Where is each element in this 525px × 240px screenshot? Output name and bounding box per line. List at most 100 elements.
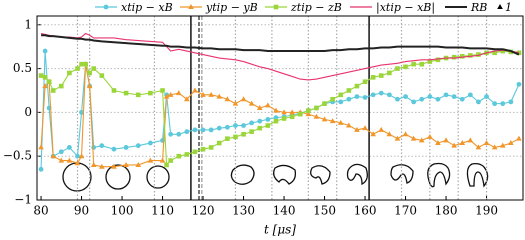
- point: [225, 136, 230, 141]
- point: [459, 54, 465, 59]
- point: [281, 116, 287, 121]
- point: [459, 140, 466, 146]
- point: [50, 88, 56, 93]
- point: [411, 99, 417, 105]
- point: [99, 73, 105, 78]
- x-tick-label: 120: [192, 204, 215, 218]
- point: [273, 107, 279, 113]
- point: [378, 73, 384, 78]
- point: [492, 50, 497, 56]
- point: [483, 140, 490, 146]
- point: [147, 157, 154, 163]
- point: [67, 145, 72, 150]
- legend-label: |xtip − xB|: [376, 1, 435, 15]
- point: [168, 131, 174, 137]
- point: [216, 140, 222, 146]
- point: [75, 66, 80, 71]
- point: [233, 123, 238, 128]
- point: [306, 108, 311, 113]
- point: [192, 87, 198, 93]
- point: [208, 145, 214, 150]
- point: [265, 123, 271, 128]
- point: [86, 83, 93, 89]
- point: [46, 79, 52, 85]
- point: [50, 153, 56, 159]
- point: [492, 101, 498, 107]
- point: [164, 162, 169, 168]
- point: [42, 83, 48, 89]
- point: [330, 96, 335, 102]
- point: [443, 137, 449, 143]
- point: [184, 96, 190, 102]
- x-tick-label: 110: [151, 204, 174, 218]
- legend-label: ztip − zB: [290, 1, 342, 14]
- point: [497, 4, 503, 9]
- point: [232, 100, 239, 106]
- point: [297, 111, 303, 117]
- point: [216, 93, 223, 99]
- point: [159, 157, 166, 163]
- point: [135, 161, 142, 167]
- point: [508, 140, 514, 146]
- point: [289, 114, 295, 120]
- point: [75, 153, 80, 159]
- point: [386, 92, 392, 98]
- point: [256, 105, 263, 110]
- x-tick-label: 180: [435, 204, 458, 218]
- point: [241, 123, 246, 128]
- point: [192, 149, 198, 155]
- point: [516, 135, 522, 141]
- legend-label: xtip − xB: [121, 1, 173, 14]
- y-tick-label: 1: [24, 17, 32, 31]
- point: [111, 163, 117, 169]
- point: [337, 119, 344, 125]
- y-tick-label: 0.5: [13, 61, 32, 75]
- point: [42, 48, 48, 54]
- y-tick-label: 0: [24, 105, 32, 119]
- point: [208, 91, 214, 97]
- x-tick-label: 80: [33, 204, 48, 218]
- point: [249, 120, 255, 126]
- point: [516, 81, 522, 87]
- point: [83, 61, 88, 67]
- point: [248, 100, 255, 106]
- point: [402, 131, 409, 137]
- point: [467, 92, 473, 98]
- point: [459, 96, 465, 102]
- point: [475, 144, 482, 150]
- point: [38, 166, 44, 172]
- point: [148, 140, 153, 146]
- point: [192, 127, 198, 133]
- point: [123, 90, 129, 96]
- point: [176, 153, 182, 159]
- legend-item: |xtip − xB|: [350, 1, 435, 15]
- point: [79, 61, 84, 67]
- point: [265, 102, 271, 108]
- point: [273, 115, 279, 121]
- point: [175, 90, 182, 96]
- point: [289, 109, 295, 115]
- point: [427, 94, 433, 100]
- point: [91, 145, 97, 150]
- point: [148, 90, 153, 96]
- point: [163, 93, 170, 99]
- y-tick-label: −1: [14, 193, 32, 207]
- point: [66, 157, 73, 163]
- x-tick-label: 150: [313, 204, 336, 218]
- point: [90, 161, 97, 167]
- point: [362, 95, 368, 100]
- point: [346, 96, 352, 102]
- series-line: [40, 32, 520, 81]
- point: [99, 163, 105, 169]
- point: [476, 52, 481, 57]
- point: [123, 145, 129, 150]
- point: [200, 146, 206, 152]
- point: [135, 143, 141, 149]
- point: [176, 131, 182, 137]
- point: [188, 4, 194, 9]
- point: [184, 152, 190, 157]
- point: [281, 109, 287, 115]
- point: [410, 135, 417, 141]
- point: [435, 140, 441, 146]
